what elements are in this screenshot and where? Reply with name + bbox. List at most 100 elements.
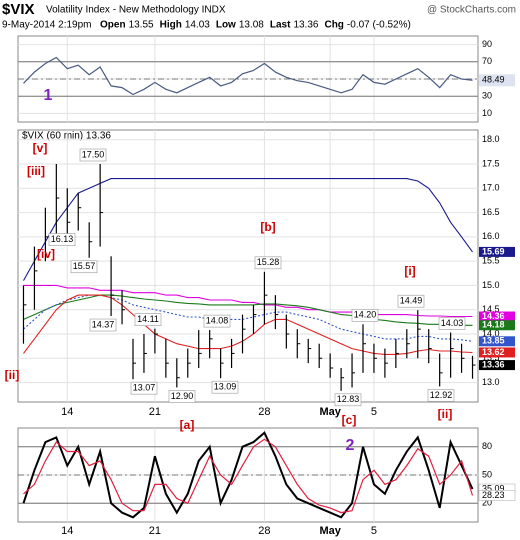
quote-label: Open [100,20,126,31]
last-value-label: 15.69 [482,246,505,256]
price-label: 12.90 [171,391,194,401]
price-label-box [134,313,162,326]
y-tick-label: 50 [482,469,492,479]
wave-label: [c] [342,413,357,427]
price-label: 14.11 [137,314,159,324]
quote-value: -0.07 (-0.52%) [347,20,411,31]
wave-label: [a] [180,418,195,432]
y-tick-label: 90 [482,39,492,49]
stoch-line [22,431,474,519]
stoch-last: 28.23 [482,490,505,500]
last-value-label: 14.18 [482,320,505,330]
price-label: 17.50 [82,149,105,159]
price-label-box [203,314,231,328]
value-box [478,490,516,501]
price-label-box [48,233,76,246]
wave-label: 1 [44,87,53,104]
chart-title: $VIX [2,1,35,18]
x-tick-label: May [319,406,341,418]
quote-value: 13.55 [129,20,154,31]
price-label: 12.83 [337,394,360,404]
y-tick-label: 14.5 [482,304,500,314]
price-label: 12.92 [430,390,453,400]
quote-label: Low [216,20,236,31]
value-box [479,311,515,322]
wave-label: [i] [404,264,415,278]
x-tick-label: May [319,525,341,537]
y-tick-label: 13.0 [482,377,500,387]
value-box [479,336,515,347]
price-label: 15.28 [257,257,280,267]
y-tick-label: 20 [482,498,492,508]
quote-value: 13.36 [293,20,318,31]
price-label: 14.20 [354,310,377,320]
y-tick-label: 70 [482,56,492,66]
subtitle: Volatility Index - New Methodology INDX [46,5,226,16]
price-label-box [130,381,158,395]
wave-label: [ii] [438,407,453,421]
x-tick-label: 14 [61,525,73,537]
wave-label: [ii] [5,368,20,382]
y-tick-label: 16.5 [482,207,500,217]
overlay-line [23,294,473,355]
price-label-box [254,256,282,270]
x-tick-label: 21 [149,406,161,418]
price-label-box [211,380,239,394]
price-label: 14.49 [400,296,423,306]
value-box [479,246,515,257]
value-box [479,347,515,358]
stoch-last: 35.09 [482,483,505,493]
price-label-box [334,393,362,407]
x-tick-label: 14 [61,406,73,418]
price-label: 16.13 [51,234,74,244]
y-tick-label: 15.0 [482,280,500,290]
quote-label: Chg [324,20,343,31]
last-value-label: 13.85 [482,336,505,346]
y-tick-label: 18.0 [482,134,500,144]
price-label-box [438,317,466,330]
value-box [479,360,515,371]
price-label-box [168,390,196,403]
date: 9-May-2014 2:19pm [2,20,92,31]
last-value-label: 13.62 [482,347,505,357]
wave-label: [iv] [37,247,55,261]
y-tick-label: 13.5 [482,353,500,363]
price-label-box [70,260,98,274]
price-label-box [351,308,379,322]
y-tick-label: 80 [482,441,492,451]
price-label: 15.57 [73,261,96,271]
x-tick-label: 5 [371,525,377,537]
wave-label: 2 [346,437,355,454]
source: @ StockCharts.com [427,5,516,16]
value-box [479,74,515,87]
price-label: 14.37 [92,319,115,329]
legend-label: $VIX (60 min) 13.36 [22,131,111,142]
y-tick-label: 10 [482,108,492,118]
x-tick-label: 28 [258,406,270,418]
quote-value: 13.08 [239,20,264,31]
last-value-label: 13.36 [482,359,505,369]
quote-value: 14.03 [185,20,210,31]
y-tick-label: 15.5 [482,256,500,266]
stoch-line [23,438,474,514]
price-label: 14.03 [441,318,464,328]
y-tick-label: 17.0 [482,183,500,193]
y-tick-label: 16.0 [482,231,500,241]
rsi-line [23,56,473,96]
y-tick-label: 30 [482,91,492,101]
overlay-line [23,178,473,281]
wave-label: [v] [33,141,48,155]
price-label-box [89,318,117,332]
price-label-box [397,294,425,308]
wave-label: [iii] [27,164,45,178]
wave-label: [b] [260,220,275,234]
value-box [479,320,515,331]
rsi-last: 48.49 [482,75,505,85]
y-tick-label: 14.0 [482,328,500,338]
price-label: 13.07 [133,383,156,393]
quote-label: Last [270,20,291,31]
x-tick-label: 5 [371,406,377,418]
x-tick-label: 21 [149,525,161,537]
quote-label: High [160,20,182,31]
